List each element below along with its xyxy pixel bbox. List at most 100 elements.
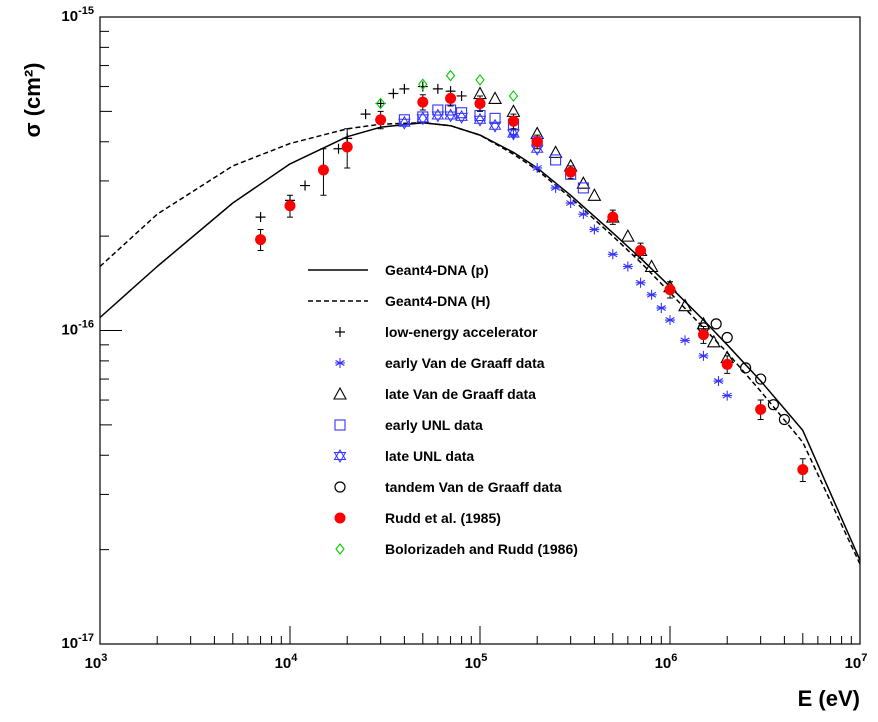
diamond-point <box>418 78 428 91</box>
filled-circle-point <box>474 97 486 109</box>
plus-point <box>432 83 443 94</box>
legend: Geant4-DNA (p) Geant4-DNA (H) low-energy a… <box>308 262 578 557</box>
y-tick-label: 10-15 <box>61 5 94 25</box>
asterisk-point <box>589 224 600 235</box>
legend-label: Bolorizadeh and Rudd (1986) <box>385 541 578 557</box>
legend-item: Geant4-DNA (p) <box>308 262 489 278</box>
circle-point <box>767 399 779 411</box>
y-tick-label: 10-17 <box>61 632 94 652</box>
filled-circle-point <box>721 358 733 370</box>
star-point <box>473 112 487 127</box>
x-tick-label: 107 <box>845 652 868 672</box>
legend-marker <box>334 481 346 493</box>
asterisk-point <box>565 198 576 209</box>
star-point <box>416 111 430 126</box>
asterisk-point <box>656 302 667 313</box>
legend-item: late Van de Graaff data <box>333 386 536 402</box>
filled-circle-point <box>531 136 543 148</box>
legend-label: Geant4-DNA (H) <box>385 293 490 309</box>
legend-marker <box>335 327 345 337</box>
triangle-point <box>706 334 721 348</box>
circle-point <box>755 373 767 385</box>
x-tick-label: 106 <box>655 652 678 672</box>
filled-circle-point <box>341 141 353 153</box>
filled-circle-point <box>507 115 519 127</box>
square-point <box>577 182 589 194</box>
legend-item: Rudd et al. (1985) <box>334 510 501 526</box>
filled-circle-point <box>797 464 809 476</box>
circle-point <box>740 362 752 374</box>
legend-marker <box>335 543 345 555</box>
legend-label: Geant4-DNA (p) <box>385 262 489 278</box>
triangle-point <box>548 145 563 158</box>
asterisk-point <box>532 162 543 173</box>
star-point <box>431 108 445 123</box>
asterisk-point <box>680 335 691 346</box>
legend-label: Rudd et al. (1985) <box>385 510 501 526</box>
asterisk-point <box>713 376 724 387</box>
legend-item: low-energy accelerator <box>335 324 538 340</box>
legend-marker <box>335 358 345 368</box>
square-point <box>456 107 468 119</box>
triangle-point <box>620 228 635 242</box>
x-tick-label: 105 <box>465 652 488 672</box>
legend-label: tandem Van de Graaff data <box>385 479 562 495</box>
legend-marker <box>333 449 347 463</box>
asterisk-point <box>646 289 657 300</box>
filled-circle-point <box>635 244 647 256</box>
legend-item: early UNL data <box>334 417 483 433</box>
plus-point <box>255 212 266 223</box>
diamond-point <box>475 74 485 86</box>
legend-item: Geant4-DNA (H) <box>308 293 490 309</box>
asterisk-point <box>622 261 633 272</box>
filled-circle-point <box>664 284 676 296</box>
square-point <box>550 154 562 166</box>
y-tick-label: 10-16 <box>61 319 94 339</box>
filled-circle-point <box>284 200 296 212</box>
x-tick-label: 104 <box>275 652 299 672</box>
x-tick-label: 103 <box>85 652 108 672</box>
star-point <box>444 108 457 123</box>
filled-circle-point <box>375 114 387 126</box>
legend-label: early UNL data <box>385 417 483 433</box>
plus-point <box>399 83 410 94</box>
geant4-h-curve <box>99 121 861 565</box>
square-point <box>432 104 444 116</box>
data-markers <box>255 69 809 482</box>
star-point <box>488 118 502 133</box>
asterisk-point <box>508 130 519 141</box>
filled-circle-point <box>255 234 267 246</box>
circle-point <box>778 413 790 426</box>
legend-item: late UNL data <box>333 448 474 464</box>
legend-marker <box>334 512 346 524</box>
legend-marker <box>333 386 347 400</box>
triangle-point <box>644 259 659 273</box>
legend-label: late UNL data <box>385 448 474 464</box>
asterisk-point <box>698 350 709 361</box>
plus-point <box>388 88 399 99</box>
plus-point <box>360 109 371 120</box>
legend-label: low-energy accelerator <box>385 324 538 340</box>
diamond-point <box>508 90 519 102</box>
legend-label: early Van de Graaff data <box>385 355 545 371</box>
asterisk-point <box>635 277 646 288</box>
square-point <box>489 112 501 124</box>
asterisk-point <box>665 315 675 326</box>
diamond-point <box>445 69 456 82</box>
plus-point <box>333 143 344 154</box>
filled-circle-point <box>755 403 767 415</box>
filled-circle-point <box>445 92 457 104</box>
legend-item: tandem Van de Graaff data <box>334 479 562 495</box>
star-point <box>507 126 520 141</box>
circle-point <box>710 318 722 330</box>
filled-circle-point <box>697 329 709 341</box>
filled-circle-point <box>317 164 329 176</box>
legend-marker <box>334 419 346 431</box>
filled-circle-point <box>607 211 619 223</box>
legend-item: early Van de Graaff data <box>335 355 545 371</box>
plus-point <box>300 180 311 191</box>
legend-item: Bolorizadeh and Rudd (1986) <box>335 541 578 557</box>
asterisk-point <box>550 182 561 193</box>
star-point <box>455 109 468 124</box>
x-axis-label: E (eV) <box>798 686 860 711</box>
